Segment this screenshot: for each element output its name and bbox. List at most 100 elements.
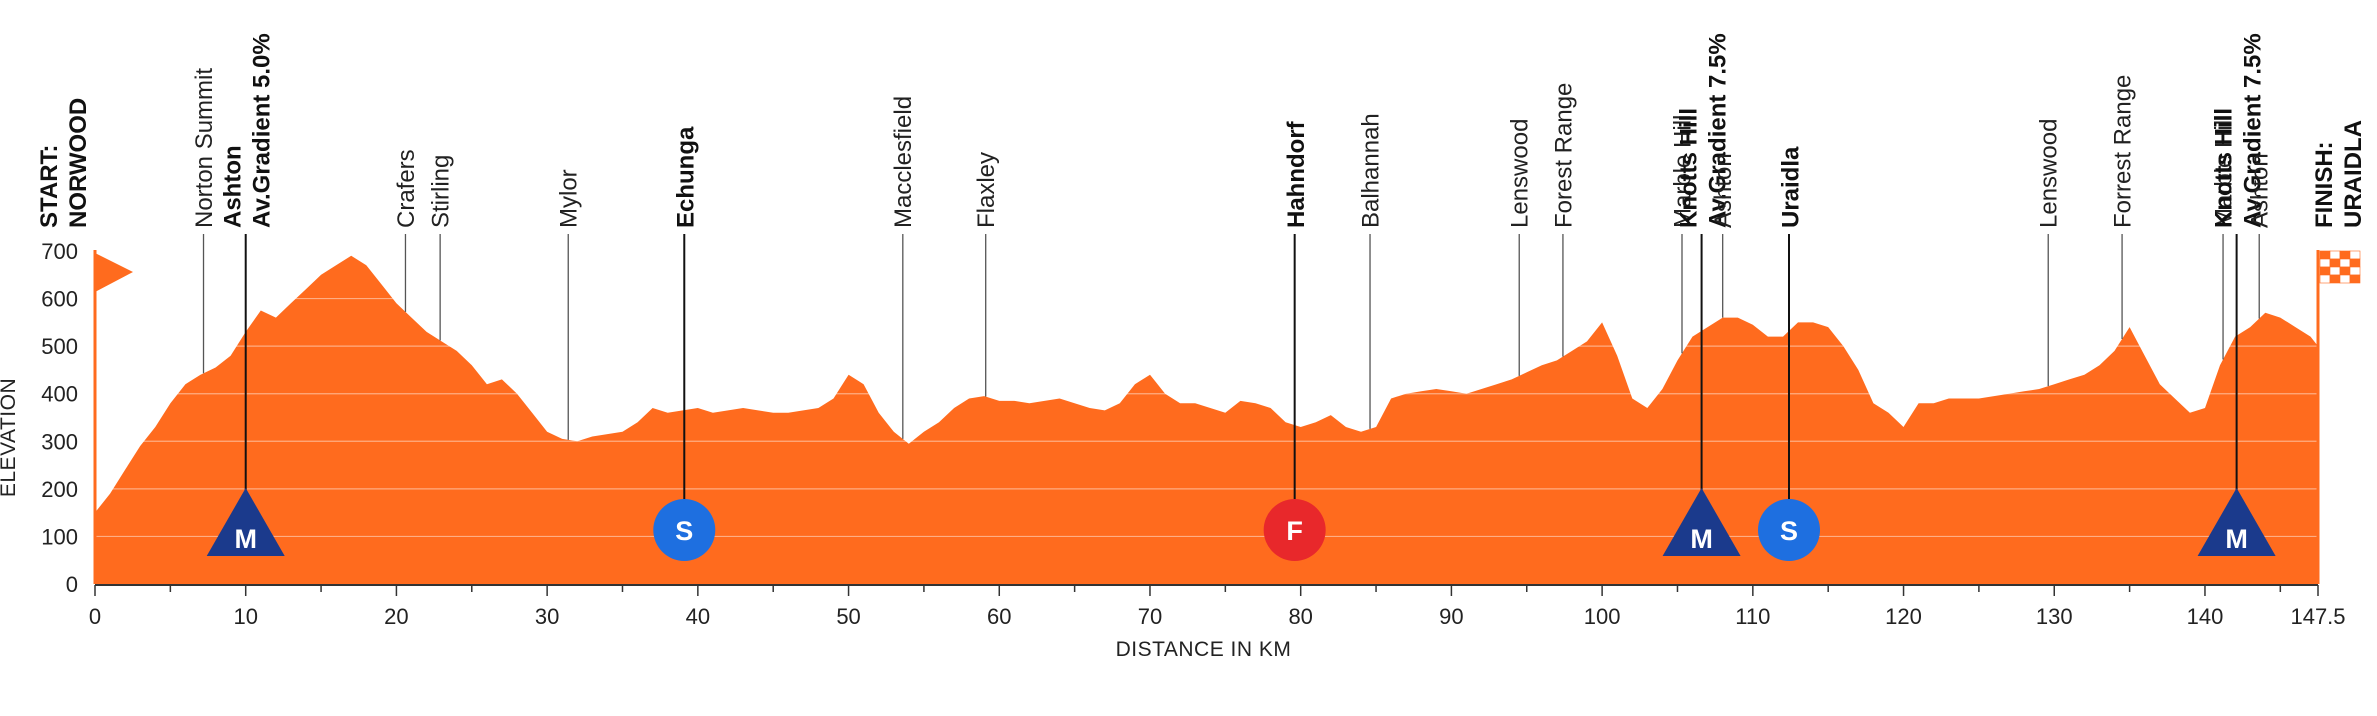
location-13: Marble Hill [1669, 115, 1696, 354]
x-tick-label-30: 30 [535, 604, 559, 629]
location-label: START: [36, 144, 63, 228]
finish-flag-check [2319, 266, 2331, 276]
x-tick-label-90: 90 [1439, 604, 1463, 629]
y-tick-label-400: 400 [41, 382, 78, 407]
marker-letter: M [1690, 524, 1713, 554]
start-finish-flags [93, 250, 2361, 584]
y-tick-label-600: 600 [41, 287, 78, 312]
y-tick-label-300: 300 [41, 429, 78, 454]
finish-flag-check [2349, 274, 2361, 284]
location-label: Macclesfield [890, 96, 917, 228]
finish-flag-check [2339, 250, 2351, 260]
location-label: Marble Hill [2211, 115, 2238, 228]
elevation-area [95, 250, 2318, 585]
finish-flag-check [2349, 266, 2361, 276]
location-label: Av.Gradient 7.5% [2240, 33, 2267, 228]
location-label: NORWOOD [65, 98, 92, 228]
marker-letter: M [234, 524, 257, 554]
mountain-marker-0: M [206, 488, 285, 556]
location-1: Norton Summit [191, 68, 218, 374]
location-label: Flaxley [973, 152, 1000, 228]
finish-flag-check [2349, 250, 2361, 260]
x-tick-label-130: 130 [2036, 604, 2073, 629]
location-label: Ashton [1710, 153, 1737, 228]
location-label: URAIDLA [2340, 120, 2367, 228]
location-7: Macclesfield [890, 96, 917, 439]
marker-letter: F [1286, 516, 1303, 546]
x-tick-label-147.5: 147.5 [2290, 604, 2345, 629]
marker-letter: S [1780, 516, 1798, 546]
finish-flag-check [2319, 250, 2331, 260]
finish-flag-check [2329, 274, 2341, 284]
y-tick-label-0: 0 [66, 572, 78, 597]
location-label: Lenswood [1507, 119, 1534, 228]
location-label: Av.Gradient 7.5% [1705, 33, 1732, 228]
location-label: Stirling [428, 155, 455, 228]
location-5: Mylor [556, 169, 583, 440]
x-tick-label-10: 10 [233, 604, 257, 629]
sprint-circle-icon [653, 499, 716, 561]
location-6: Echunga [673, 126, 700, 524]
finish-flag-check [2349, 258, 2361, 268]
location-label: Av.Gradient 5.0% [249, 33, 276, 228]
y-axis-title: ELEVATION [0, 378, 20, 497]
location-18: Forrest Range [2110, 75, 2137, 340]
location-17: Lenswood [2036, 119, 2063, 387]
location-20: Knotts Hill Av.Gradient 7.5% [2211, 33, 2267, 524]
finish-flag-check [2339, 274, 2351, 284]
sprint-marker-1: S [653, 499, 716, 561]
x-tick-label-0: 0 [89, 604, 101, 629]
location-label: FINISH: [2311, 141, 2338, 228]
location-22: FINISH: URAIDLA [2311, 120, 2367, 228]
location-label: Ashton [2247, 153, 2274, 228]
finish-flag-check [2329, 266, 2341, 276]
x-tick-label-100: 100 [1584, 604, 1621, 629]
mountain-marker-3: M [1662, 488, 1741, 556]
location-label: Hahndorf [1283, 120, 1310, 228]
location-label: Norton Summit [191, 68, 218, 228]
axes: 0 100 200 300 400 500 600 700 0 10 20 30 40 50 60 70 80 9… [0, 239, 2346, 661]
x-tick-label-110: 110 [1735, 604, 1770, 629]
finish-flag-check [2329, 258, 2341, 268]
feed-circle-icon [1263, 499, 1326, 561]
finish-flag-check [2319, 274, 2331, 284]
x-tick-label-40: 40 [686, 604, 710, 629]
finish-flag-check [2339, 258, 2351, 268]
location-label: Ashton [220, 145, 247, 228]
location-3: Crafers [393, 149, 420, 312]
location-21: Ashton [2247, 153, 2274, 319]
location-label: Mylor [556, 169, 583, 228]
y-tick-label-200: 200 [41, 477, 78, 502]
x-tick-label-50: 50 [836, 604, 860, 629]
start-flag-icon [95, 253, 133, 292]
location-label: Echunga [673, 126, 700, 228]
x-tick-label-140: 140 [2187, 604, 2224, 629]
mountain-triangle-icon [1662, 488, 1741, 556]
location-label: Forrest Range [2110, 75, 2137, 228]
finish-flag-check [2329, 250, 2341, 260]
location-4: Stirling [428, 155, 455, 341]
location-label: Uraidla [1778, 146, 1805, 228]
y-tick-label-700: 700 [41, 239, 78, 264]
location-label: Knotts Hill [2211, 108, 2238, 228]
sprint-circle-icon [1758, 499, 1821, 561]
elevation-area-path [95, 255, 2318, 585]
feed-marker-2: F [1263, 499, 1326, 561]
location-15: Ashton [1710, 153, 1737, 318]
x-tick-label-120: 120 [1885, 604, 1922, 629]
sprint-marker-4: S [1758, 499, 1821, 561]
location-0: START: NORWOOD [36, 98, 92, 228]
location-label: Lenswood [2036, 119, 2063, 228]
mountain-marker-5: M [2197, 488, 2276, 556]
location-2: Ashton Av.Gradient 5.0% [220, 33, 276, 524]
marker-letter: M [2225, 524, 2248, 554]
location-16: Uraidla [1778, 146, 1805, 524]
marker-letter: S [675, 516, 693, 546]
location-19: Marble Hill [2211, 115, 2238, 360]
finish-flag-icon [2319, 250, 2361, 284]
location-8: Flaxley [973, 152, 1000, 397]
location-9: Hahndorf [1283, 120, 1310, 524]
mountain-triangle-icon [2197, 488, 2276, 556]
